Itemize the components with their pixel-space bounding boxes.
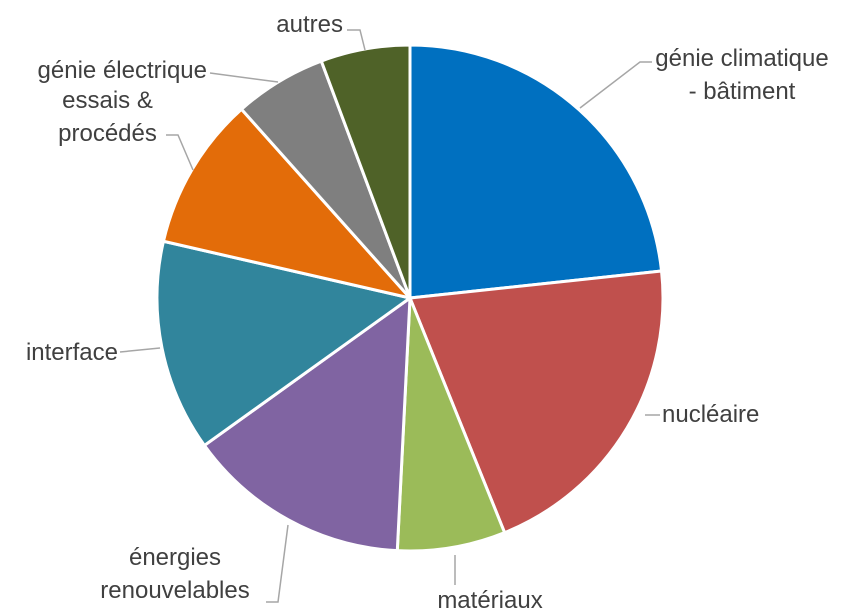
leader-line <box>579 61 652 109</box>
pie-slice <box>408 43 664 300</box>
slice-label: interface <box>25 339 118 366</box>
pie-slice <box>155 239 412 447</box>
leader-line <box>347 29 366 51</box>
slice-label: matériaux <box>437 587 543 612</box>
pie-slice <box>202 296 412 553</box>
slice-label: autres <box>276 11 343 38</box>
slice-label: génie électrique <box>37 57 207 84</box>
slice-label: nucléaire <box>662 401 760 428</box>
leader-line <box>119 347 161 353</box>
slice-label: essais & procédés <box>58 87 157 147</box>
leader-line <box>166 134 194 171</box>
pie-slice <box>408 269 665 535</box>
slice-label: énergies renouvelables <box>100 544 250 604</box>
pie-slice <box>395 296 507 553</box>
leader-line <box>209 72 279 83</box>
slice-label: génie climatique - bâtiment <box>655 45 829 105</box>
leader-line <box>266 524 289 603</box>
